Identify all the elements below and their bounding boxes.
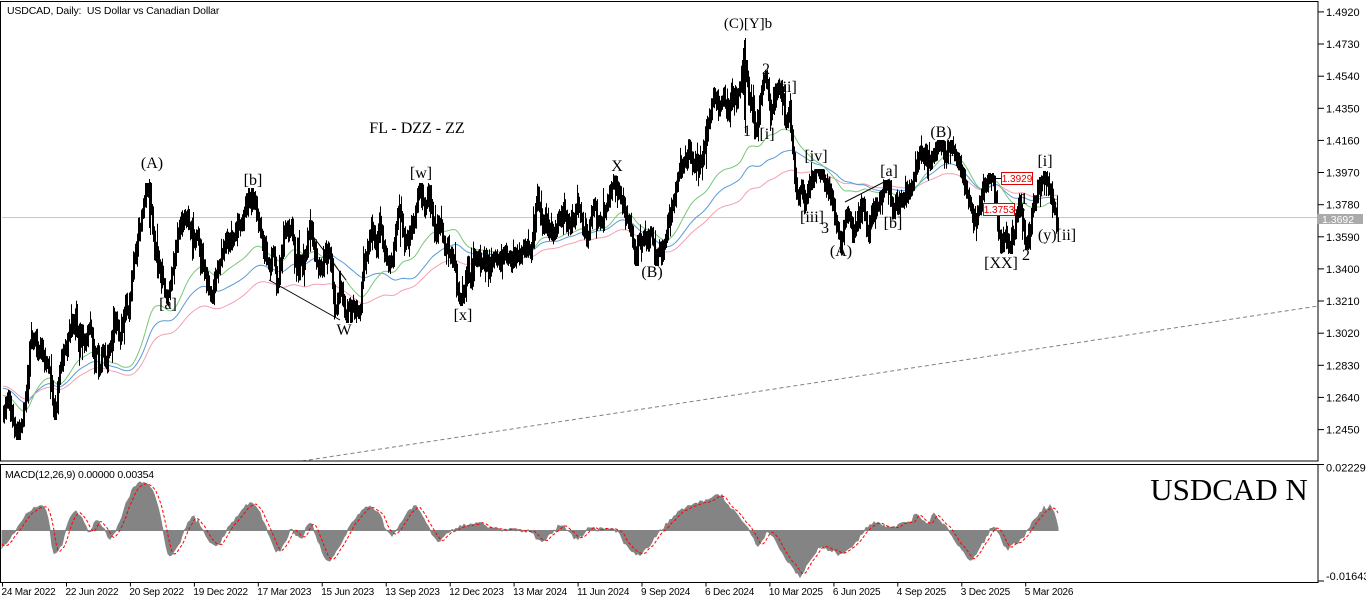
- svg-text:1.3590: 1.3590: [1326, 232, 1360, 244]
- svg-text:[b]: [b]: [244, 172, 263, 189]
- svg-text:[a]: [a]: [880, 163, 898, 180]
- svg-text:3: 3: [821, 220, 829, 237]
- svg-text:1.3692: 1.3692: [1322, 214, 1354, 226]
- svg-text:1.4350: 1.4350: [1326, 103, 1360, 115]
- svg-text:1.2830: 1.2830: [1326, 360, 1360, 372]
- svg-text:2: 2: [762, 61, 770, 78]
- svg-text:11 Jun 2024: 11 Jun 2024: [577, 587, 630, 598]
- svg-text:USDCAD N: USDCAD N: [1150, 472, 1308, 507]
- svg-text:6 Jun 2025: 6 Jun 2025: [833, 587, 881, 598]
- svg-text:10 Mar 2025: 10 Mar 2025: [769, 587, 824, 598]
- svg-text:1.2450: 1.2450: [1326, 425, 1360, 437]
- svg-text:[iv]: [iv]: [804, 148, 827, 165]
- svg-text:(B): (B): [641, 264, 662, 281]
- svg-text:1.3020: 1.3020: [1326, 328, 1360, 340]
- svg-text:(A): (A): [830, 243, 852, 260]
- svg-text:1: 1: [743, 123, 751, 140]
- svg-text:1.3929: 1.3929: [1002, 174, 1033, 185]
- svg-text:1.3210: 1.3210: [1326, 296, 1360, 308]
- svg-text:1.3780: 1.3780: [1326, 200, 1360, 212]
- svg-text:W: W: [336, 322, 352, 339]
- svg-text:3 Dec 2025: 3 Dec 2025: [961, 587, 1011, 598]
- svg-text:0.02229: 0.02229: [1326, 463, 1366, 475]
- svg-text:24 Mar 2022: 24 Mar 2022: [2, 587, 57, 598]
- svg-text:-0.01643: -0.01643: [1326, 571, 1366, 583]
- svg-text:1.3753: 1.3753: [984, 205, 1015, 216]
- svg-text:9 Sep 2024: 9 Sep 2024: [641, 587, 691, 598]
- svg-text:4 Sep 2025: 4 Sep 2025: [897, 587, 947, 598]
- svg-text:(y)[ii]: (y)[ii]: [1038, 227, 1076, 244]
- svg-text:1.4160: 1.4160: [1326, 135, 1360, 147]
- svg-text:MACD(12,26,9) 0.00000 0.00354: MACD(12,26,9) 0.00000 0.00354: [5, 469, 154, 481]
- svg-text:[b]: [b]: [884, 215, 903, 232]
- svg-text:17 Mar 2023: 17 Mar 2023: [257, 587, 312, 598]
- svg-text:1.3970: 1.3970: [1326, 168, 1360, 180]
- svg-text:6 Dec 2024: 6 Dec 2024: [705, 587, 755, 598]
- svg-text:[i]: [i]: [759, 126, 774, 143]
- svg-text:1.3400: 1.3400: [1326, 264, 1360, 276]
- svg-text:13 Sep 2023: 13 Sep 2023: [385, 587, 440, 598]
- svg-text:X: X: [611, 158, 623, 175]
- svg-text:19 Dec 2022: 19 Dec 2022: [193, 587, 248, 598]
- svg-text:[XX]: [XX]: [984, 255, 1018, 272]
- svg-text:[i]: [i]: [1037, 153, 1052, 170]
- svg-text:4: 4: [824, 174, 832, 191]
- svg-text:[w]: [w]: [410, 165, 432, 182]
- svg-text:1: 1: [1020, 189, 1029, 208]
- svg-text:1.4730: 1.4730: [1326, 39, 1360, 51]
- svg-text:(A): (A): [141, 155, 163, 172]
- svg-text:1.4540: 1.4540: [1326, 71, 1360, 83]
- svg-text:12 Dec 2023: 12 Dec 2023: [449, 587, 504, 598]
- svg-text:[ii]: [ii]: [777, 79, 797, 96]
- svg-text:20 Sep 2022: 20 Sep 2022: [129, 587, 184, 598]
- svg-text:(C)[Y]b: (C)[Y]b: [724, 16, 772, 32]
- svg-text:USDCAD, Daily: US Dollar vs C: USDCAD, Daily: US Dollar vs Canadian Dol…: [7, 5, 220, 17]
- svg-text:13 Mar 2024: 13 Mar 2024: [513, 587, 568, 598]
- svg-text:1.2640: 1.2640: [1326, 392, 1360, 404]
- svg-text:1.4920: 1.4920: [1326, 7, 1360, 19]
- svg-text:[a]: [a]: [159, 296, 177, 313]
- svg-text:22 Jun 2022: 22 Jun 2022: [66, 587, 119, 598]
- svg-text:(B): (B): [930, 124, 951, 141]
- svg-text:2: 2: [1022, 247, 1030, 264]
- svg-text:5 Mar 2026: 5 Mar 2026: [1025, 587, 1074, 598]
- svg-text:[iii]: [iii]: [800, 209, 824, 226]
- svg-text:FL - DZZ - ZZ: FL - DZZ - ZZ: [369, 120, 464, 137]
- svg-text:15 Jun 2023: 15 Jun 2023: [321, 587, 374, 598]
- svg-text:[x]: [x]: [454, 307, 473, 324]
